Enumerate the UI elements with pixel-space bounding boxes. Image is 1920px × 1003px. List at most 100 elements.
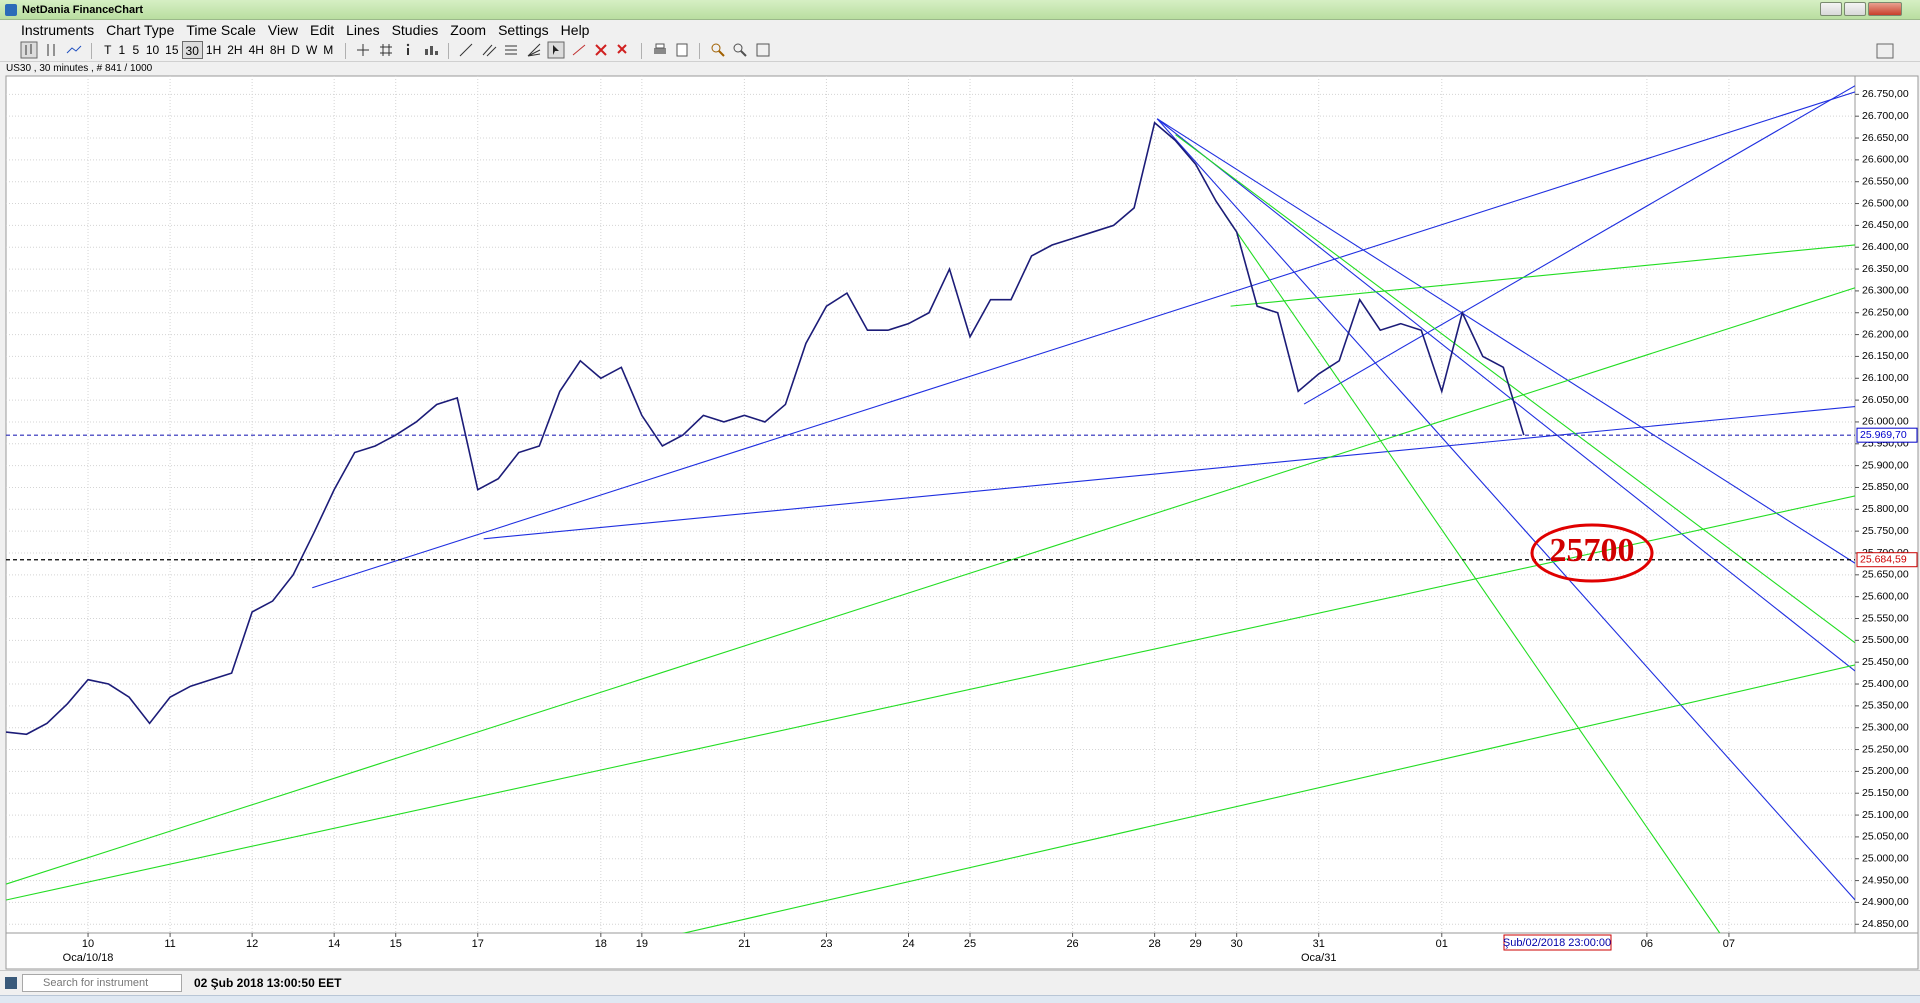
y-tick-label: 25.100,00 — [1862, 809, 1909, 821]
y-tick-label: 24.900,00 — [1862, 896, 1909, 908]
trendline[interactable] — [631, 664, 1856, 945]
interval-button[interactable]: 30 — [181, 41, 203, 59]
x-tick-label: 17 — [472, 938, 484, 950]
preview-icon[interactable] — [673, 41, 691, 59]
trendline[interactable] — [1230, 244, 1855, 307]
y-tick-label: 24.850,00 — [1862, 918, 1909, 930]
x-tick-label: 26 — [1066, 938, 1078, 950]
candle-icon[interactable] — [42, 41, 60, 59]
axis-labels: 24.850,00 24.900,00 24.950,00 25.000,00 25.0… — [63, 88, 1918, 964]
grid-icon[interactable] — [377, 41, 395, 59]
interval-button[interactable]: M — [323, 43, 334, 57]
fan-tool-icon[interactable] — [525, 41, 543, 59]
interval-button[interactable]: 2H — [227, 43, 243, 57]
interval-button[interactable]: 10 — [145, 43, 160, 57]
price-label-box — [1856, 552, 1918, 568]
y-tick-label: 26.250,00 — [1862, 307, 1909, 319]
x-tick-label: 28 — [1148, 938, 1160, 950]
y-tick-label: 26.650,00 — [1862, 132, 1909, 144]
y-tick-label: 25.900,00 — [1862, 459, 1909, 471]
delete-all-icon[interactable] — [615, 41, 633, 59]
y-tick-label: 25.750,00 — [1862, 525, 1909, 537]
interval-button[interactable]: W — [305, 43, 318, 57]
zoom-reset-icon[interactable] — [754, 41, 772, 59]
menu-item[interactable]: Edit — [309, 22, 335, 38]
x-tick-label: 21 — [738, 938, 750, 950]
interval-button[interactable]: 5 — [132, 43, 140, 57]
plot-area — [5, 75, 1856, 934]
annotation-ellipse — [1530, 523, 1654, 583]
interval-button[interactable]: 1 — [118, 43, 126, 57]
interval-button[interactable]: D — [291, 43, 300, 57]
status-datetime: 02 Şub 2018 13:00:50 EET — [194, 976, 342, 990]
menu-item[interactable]: Lines — [346, 22, 380, 38]
bar-chart-icon[interactable] — [20, 41, 38, 59]
panel-icon[interactable] — [1876, 42, 1894, 60]
interval-button[interactable]: 1H — [205, 43, 222, 57]
trendline[interactable] — [1303, 85, 1855, 405]
x-tick-label: 30 — [1231, 938, 1243, 950]
chart-info: US30 , 30 minutes , # 841 / 1000 — [6, 63, 153, 74]
menu-item[interactable]: Chart Type — [106, 22, 175, 38]
volume-icon[interactable] — [422, 41, 440, 59]
trendline[interactable] — [1224, 213, 1727, 943]
draw-tool-icon[interactable] — [570, 41, 588, 59]
trendline[interactable] — [1175, 134, 1856, 644]
print-icon[interactable] — [651, 41, 669, 59]
y-tick-label: 26.100,00 — [1862, 372, 1909, 384]
y-tick-label: 25.050,00 — [1862, 831, 1909, 843]
maximize-button[interactable] — [1844, 2, 1866, 16]
interval-button[interactable]: 8H — [269, 43, 286, 57]
y-tick-label: 26.500,00 — [1862, 197, 1909, 209]
menu-item[interactable]: Zoom — [450, 22, 487, 38]
y-tick-label: 25.150,00 — [1862, 787, 1909, 799]
y-axis-area — [1854, 75, 1919, 934]
channel-tool-icon[interactable] — [480, 41, 498, 59]
trendline[interactable] — [1156, 118, 1855, 564]
status-icon — [5, 977, 17, 989]
interval-button[interactable]: T — [104, 43, 112, 57]
separator — [641, 43, 643, 59]
menu-item[interactable]: Time Scale — [186, 22, 256, 38]
menu-item[interactable]: Settings — [498, 22, 549, 38]
x-tick-label: 31 — [1313, 938, 1325, 950]
trendline[interactable] — [1156, 118, 1855, 672]
line-tool-icon[interactable] — [457, 41, 475, 59]
fib-tool-icon[interactable] — [502, 41, 520, 59]
trendline[interactable] — [1156, 118, 1855, 901]
delete-line-icon[interactable] — [592, 41, 610, 59]
x-tick-label: 11 — [164, 938, 175, 950]
y-tick-label: 26.600,00 — [1862, 154, 1909, 166]
menu-item[interactable]: Help — [560, 22, 590, 38]
zoom-in-icon[interactable] — [709, 41, 727, 59]
x-tick-label: 14 — [328, 938, 340, 950]
x-sublabel: Oca/10/18 — [63, 952, 114, 964]
interval-button[interactable]: 4H — [248, 43, 264, 57]
x-tick-label: 23 — [820, 938, 832, 950]
menu-item[interactable]: View — [267, 22, 298, 38]
x-tick-label: 24 — [902, 938, 914, 950]
search-input[interactable]: Search for instrument — [22, 974, 182, 992]
trendline[interactable] — [483, 405, 1855, 540]
menu-item[interactable]: Instruments — [21, 22, 95, 38]
crosshair-icon[interactable] — [354, 41, 372, 59]
trendline[interactable] — [312, 91, 1855, 589]
bottom-strip — [0, 995, 1920, 1003]
trendline[interactable] — [6, 287, 1855, 885]
interval-button[interactable]: 15 — [165, 43, 179, 57]
pointer-tool-icon[interactable] — [547, 41, 565, 59]
menu-item[interactable]: Studies — [391, 22, 439, 38]
zoom-out-icon[interactable] — [731, 41, 749, 59]
x-sublabel: Oca/31 — [1301, 952, 1336, 964]
y-tick-label: 26.200,00 — [1862, 328, 1909, 340]
close-button[interactable] — [1868, 2, 1902, 16]
minimize-button[interactable] — [1820, 2, 1842, 16]
price-series — [6, 121, 1855, 736]
line-chart-icon[interactable] — [65, 41, 83, 59]
trendline[interactable] — [6, 495, 1855, 901]
y-tick-label: 24.950,00 — [1862, 874, 1909, 886]
y-tick-label: 25.300,00 — [1862, 721, 1909, 733]
separator — [91, 43, 93, 59]
info-icon[interactable] — [399, 41, 417, 59]
